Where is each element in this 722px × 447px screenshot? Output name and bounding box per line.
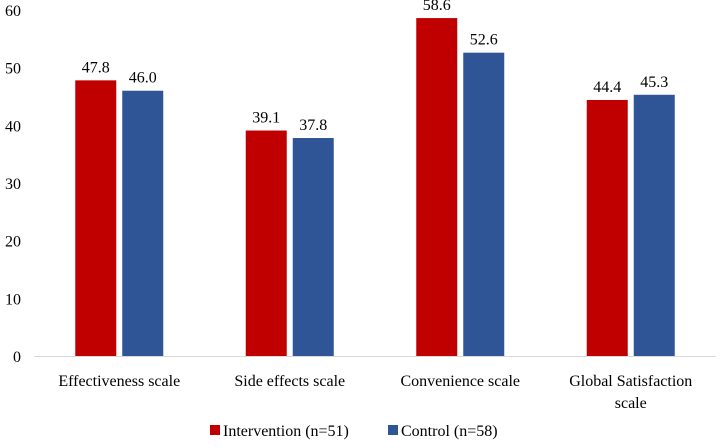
data-label: 52.6 [470, 32, 498, 49]
bar [463, 52, 505, 356]
bar [122, 90, 164, 356]
data-label: 37.8 [299, 117, 327, 134]
legend-label: Intervention (n=51) [223, 423, 349, 440]
y-tick-label: 40 [5, 118, 21, 135]
data-label: 58.6 [423, 0, 451, 14]
bar [292, 138, 334, 356]
y-tick-label: 60 [5, 3, 21, 20]
x-tick-label: scale [615, 395, 647, 412]
y-tick-label: 20 [5, 234, 21, 251]
data-label: 44.4 [593, 79, 621, 96]
y-tick-label: 50 [5, 61, 21, 78]
legend-swatch [388, 425, 398, 435]
bar [586, 99, 628, 357]
x-tick-label: Convenience scale [401, 373, 521, 390]
x-tick-label: Effectiveness scale [58, 373, 180, 390]
data-label: 46.0 [129, 70, 157, 87]
y-tick-label: 10 [5, 291, 21, 308]
y-tick-label: 0 [13, 349, 21, 366]
y-tick-label: 30 [5, 176, 21, 193]
bar [75, 80, 117, 356]
legend-label: Control (n=58) [401, 423, 498, 440]
data-label: 47.8 [82, 59, 110, 76]
x-tick-label: Global Satisfaction [569, 373, 692, 390]
bar [633, 94, 675, 357]
data-label: 39.1 [252, 110, 280, 127]
x-tick-label: Side effects scale [234, 373, 345, 390]
bar [416, 18, 458, 356]
legend-swatch [210, 425, 220, 435]
bar [245, 130, 287, 356]
data-label: 45.3 [640, 74, 668, 91]
